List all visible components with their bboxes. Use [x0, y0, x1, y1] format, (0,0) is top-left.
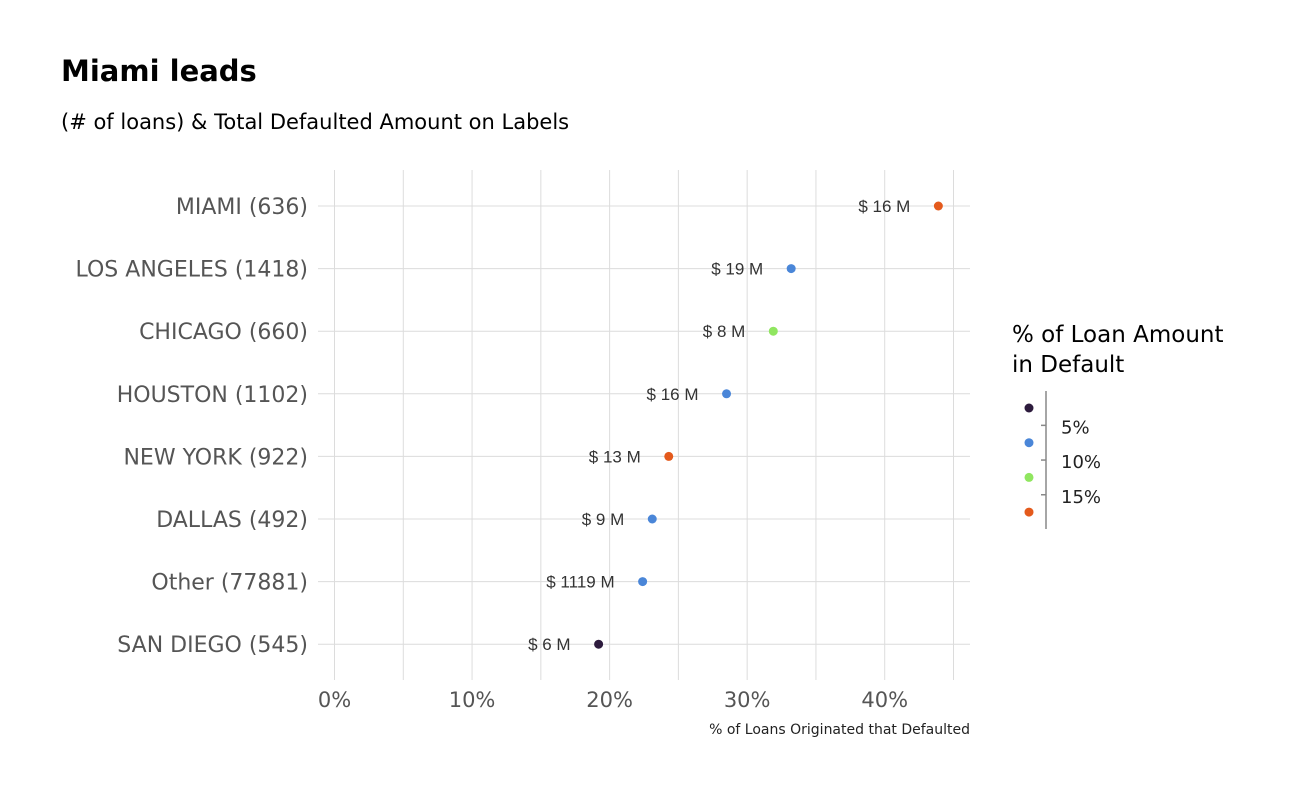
y-category-label: Other (77881): [151, 571, 308, 596]
data-point: [933, 201, 943, 211]
data-label: $ 16 M: [858, 197, 910, 216]
data-label: $ 6 M: [528, 635, 571, 654]
x-axis-title: % of Loans Originated that Defaulted: [709, 722, 970, 738]
y-category-label: HOUSTON (1102): [117, 383, 308, 408]
y-category-label: DALLAS (492): [156, 508, 308, 533]
legend-title-line-1: % of Loan Amount: [1012, 322, 1224, 348]
y-category-label: SAN DIEGO (545): [117, 633, 308, 658]
y-category-label: MIAMI (636): [176, 195, 308, 220]
x-tick-label: 30%: [724, 688, 771, 712]
gridlines: [318, 170, 970, 680]
data-label: $ 1119 M: [546, 573, 614, 592]
x-tick-label: 20%: [586, 688, 633, 712]
y-category-label: CHICAGO (660): [139, 320, 308, 345]
data-label: $ 19 M: [711, 260, 763, 279]
legend-swatch: [1024, 403, 1034, 413]
legend-swatch: [1024, 507, 1034, 517]
data-point: [786, 264, 796, 274]
legend-label: 5%: [1061, 417, 1090, 438]
legend-swatch: [1024, 438, 1034, 448]
x-tick-label: 10%: [449, 688, 496, 712]
data-point: [638, 577, 648, 587]
data-label: $ 9 M: [582, 510, 625, 529]
data-point: [768, 326, 778, 336]
data-point: [647, 514, 657, 524]
data-label: $ 13 M: [589, 447, 641, 466]
y-category-label: NEW YORK (922): [123, 445, 308, 470]
x-tick-label: 0%: [318, 688, 351, 712]
data-labels: $ 16 M $ 19 M $ 8 M $ 16 M $ 13 M $ 9 M $ 1119…: [528, 197, 910, 654]
color-legend: 5% 10% 15%: [1024, 391, 1101, 529]
chart-subtitle: (# of loans) & Total Defaulted Amount on…: [61, 110, 570, 134]
legend-title-line-2: in Default: [1012, 352, 1125, 378]
legend-label: 10%: [1061, 452, 1101, 473]
data-point: [722, 389, 732, 399]
data-label: $ 8 M: [703, 322, 746, 341]
data-point: [594, 639, 604, 649]
legend-swatch: [1024, 472, 1034, 482]
legend-title: % of Loan Amount in Default: [1012, 320, 1262, 380]
x-axis-tick-labels: 0% 10% 20% 30% 40%: [318, 688, 908, 712]
data-label: $ 16 M: [647, 385, 699, 404]
data-point: [664, 451, 674, 461]
x-tick-label: 40%: [861, 688, 908, 712]
legend-label: 15%: [1061, 487, 1101, 508]
data-points: [594, 201, 943, 649]
chart-title: Miami leads: [61, 54, 257, 88]
y-axis-category-labels: MIAMI (636) LOS ANGELES (1418) CHICAGO (66…: [76, 195, 308, 658]
y-category-label: LOS ANGELES (1418): [76, 258, 308, 283]
